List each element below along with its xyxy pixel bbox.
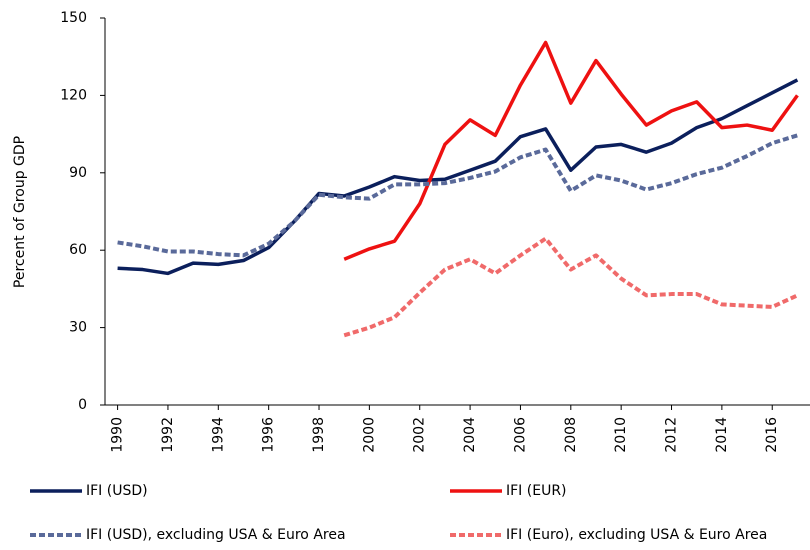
- x-tick-label: 1992: [160, 417, 176, 453]
- y-axis-label: Percent of Group GDP: [12, 136, 28, 288]
- x-tick-label: 2016: [764, 417, 780, 453]
- x-tick-label: 1996: [261, 417, 277, 453]
- legend-label: IFI (USD), excluding USA & Euro Area: [86, 527, 346, 543]
- x-tick-label: 2012: [664, 417, 680, 453]
- legend-label: IFI (USD): [86, 483, 148, 499]
- x-tick-label: 1990: [110, 417, 126, 453]
- x-tick-label: 2002: [412, 417, 428, 453]
- legend-label: IFI (EUR): [506, 483, 567, 499]
- x-tick-label: 1994: [210, 417, 226, 453]
- x-tick-label: 2010: [613, 417, 629, 453]
- y-tick-label: 120: [60, 87, 87, 103]
- y-tick-label: 0: [78, 397, 87, 413]
- series-line: [343, 236, 799, 338]
- y-tick-label: 150: [60, 10, 87, 26]
- x-tick-label: 2000: [361, 417, 377, 453]
- y-tick-label: 30: [69, 320, 87, 336]
- x-tick-label: 2004: [462, 417, 478, 453]
- x-tick-label: 2006: [512, 417, 528, 453]
- x-tick-label: 1998: [311, 417, 327, 453]
- series-line: [343, 40, 799, 261]
- y-tick-label: 60: [69, 242, 87, 258]
- series-line: [117, 133, 798, 258]
- x-tick-label: 2008: [563, 417, 579, 453]
- y-tick-label: 90: [69, 165, 87, 181]
- series-line: [117, 78, 799, 276]
- x-tick-label: 2014: [714, 417, 730, 453]
- legend-label: IFI (Euro), excluding USA & Euro Area: [506, 527, 767, 543]
